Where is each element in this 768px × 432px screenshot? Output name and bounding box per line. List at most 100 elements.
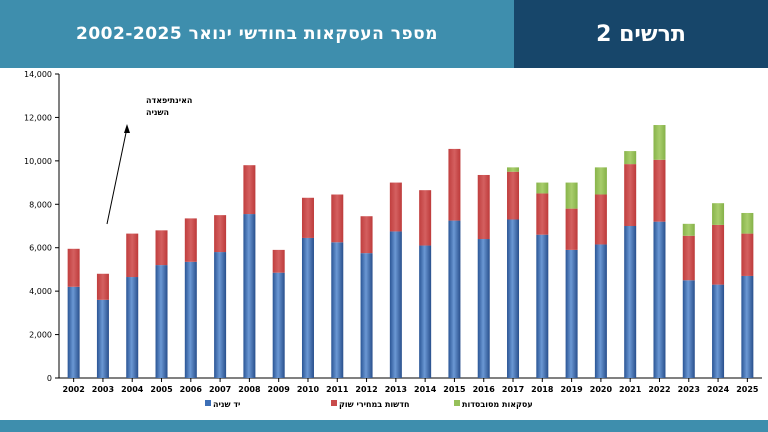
bar-segment: [360, 216, 373, 254]
annotation-text: השניה: [146, 108, 169, 117]
x-tick-label: 2023: [678, 385, 700, 394]
bar-segment: [507, 219, 520, 378]
bar-segment: [214, 215, 227, 253]
x-tick-label: 2009: [268, 385, 291, 394]
bar-segment: [624, 226, 637, 378]
bar-segment: [594, 244, 607, 378]
legend-label: חדשות במחירי שוק: [339, 400, 409, 409]
bar-segment: [272, 272, 285, 378]
annotation-group: האינתיפאדה השניה: [106, 96, 192, 225]
x-tick-label: 2005: [150, 385, 173, 394]
bar-segment: [682, 223, 695, 236]
x-tick-label: 2007: [209, 385, 231, 394]
bar-segment: [331, 242, 344, 378]
x-tick-label: 2003: [92, 385, 114, 394]
x-tick-label: 2019: [560, 385, 583, 394]
stacked-bar-chart: 0 2,000 4,000 6,000 8,000 10,000 12,000 14,000 2…: [24, 70, 762, 409]
x-tick-label: 2024: [707, 385, 730, 394]
legend-label: עסקאות מסובסדות: [462, 400, 533, 409]
x-tick-label: 2025: [736, 385, 759, 394]
bar-segment: [741, 233, 754, 276]
header-bar: [0, 0, 514, 68]
y-tick-label: 0: [47, 374, 52, 383]
bar-segment: [96, 273, 109, 300]
bar-segment: [565, 182, 578, 209]
x-tick-label: 2012: [355, 385, 377, 394]
y-tick-label: 6,000: [29, 244, 52, 253]
bar-segment: [184, 261, 197, 378]
y-tick-label: 12,000: [24, 113, 52, 122]
chart-bars: [67, 125, 754, 378]
bar-segment: [594, 194, 607, 245]
x-tick-label: 2022: [648, 385, 670, 394]
bar-segment: [565, 249, 578, 378]
bar-segment: [301, 197, 314, 238]
bar-segment: [712, 284, 725, 378]
bar-segment: [565, 208, 578, 250]
bar-segment: [682, 280, 695, 378]
bar-segment: [536, 182, 549, 194]
bar-segment: [477, 239, 490, 378]
x-tick-label: 2013: [385, 385, 407, 394]
bar-segment: [712, 203, 725, 225]
bar-segment: [360, 253, 373, 378]
bar-segment: [536, 193, 549, 235]
bar-segment: [448, 220, 461, 378]
bar-segment: [126, 233, 139, 278]
bar-segment: [653, 159, 666, 222]
x-tick-label: 2006: [180, 385, 203, 394]
x-tick-label: 2020: [590, 385, 613, 394]
bar-segment: [301, 237, 314, 378]
bar-segment: [594, 167, 607, 195]
bar-segment: [477, 174, 490, 240]
x-tick-label: 2004: [121, 385, 144, 394]
figure-label: תרשים 2: [596, 21, 686, 47]
x-tick-label: 2015: [443, 385, 466, 394]
chart-title: מספר העסקאות בחודשי ינואר 2002-2025: [76, 24, 438, 44]
y-tick-label: 2,000: [29, 331, 52, 340]
bar-segment: [419, 245, 432, 378]
bar-segment: [126, 277, 139, 378]
bar-segment: [155, 230, 168, 266]
bar-segment: [653, 125, 666, 160]
bar-segment: [507, 171, 520, 220]
x-tick-label: 2017: [502, 385, 524, 394]
chart-axes: [55, 73, 762, 382]
y-tick-label: 8,000: [29, 200, 52, 209]
bar-segment: [741, 275, 754, 378]
bar-segment: [536, 234, 549, 378]
bar-segment: [448, 148, 461, 221]
y-tick-label: 10,000: [24, 157, 52, 166]
bar-segment: [96, 299, 109, 378]
bar-segment: [214, 252, 227, 378]
x-tick-label: 2016: [473, 385, 496, 394]
x-tick-label: 2008: [238, 385, 261, 394]
chart-tick-labels: 0 2,000 4,000 6,000 8,000 10,000 12,000 14,000 2…: [24, 70, 759, 394]
annotation-arrow: [106, 127, 128, 225]
legend-label: יד שניה: [213, 400, 240, 409]
y-tick-label: 14,000: [24, 70, 52, 79]
legend-swatch: [331, 400, 337, 406]
bar-segment: [682, 235, 695, 281]
x-tick-label: 2002: [63, 385, 85, 394]
bar-segment: [624, 164, 637, 226]
bar-segment: [331, 194, 344, 243]
bar-segment: [67, 286, 80, 378]
x-tick-label: 2010: [297, 385, 320, 394]
bar-segment: [419, 190, 432, 246]
annotation-arrowhead: [124, 124, 130, 133]
x-tick-label: 2014: [414, 385, 437, 394]
legend-swatch: [454, 400, 460, 406]
bar-segment: [653, 221, 666, 378]
bar-segment: [184, 218, 197, 262]
x-tick-label: 2021: [619, 385, 642, 394]
x-tick-label: 2018: [531, 385, 554, 394]
bar-segment: [389, 231, 402, 378]
chart-legend: יד שניה חדשות במחירי שוק עסקאות מסובסדות: [205, 400, 533, 409]
x-tick-label: 2011: [326, 385, 349, 394]
bar-segment: [624, 151, 637, 165]
bar-segment: [67, 248, 80, 287]
bar-segment: [243, 165, 256, 215]
bar-segment: [712, 224, 725, 285]
annotation-text: האינתיפאדה: [146, 96, 192, 105]
